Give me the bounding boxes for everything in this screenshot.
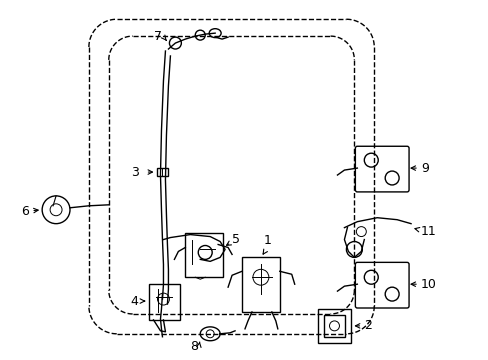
- Text: 8: 8: [190, 340, 198, 353]
- Text: 9: 9: [420, 162, 428, 175]
- Text: 7: 7: [154, 30, 162, 42]
- Text: 6: 6: [21, 205, 29, 218]
- Text: 4: 4: [130, 294, 138, 307]
- Bar: [185, 233, 223, 277]
- Bar: [156, 168, 168, 176]
- Bar: [148, 284, 180, 320]
- Text: 2: 2: [364, 319, 371, 332]
- Bar: [242, 257, 279, 312]
- Bar: [323, 315, 345, 337]
- Text: 3: 3: [130, 166, 138, 179]
- Text: 11: 11: [420, 225, 436, 238]
- Bar: [317, 309, 351, 343]
- Text: 5: 5: [232, 233, 240, 246]
- Text: 10: 10: [420, 278, 436, 291]
- Text: 1: 1: [264, 234, 271, 247]
